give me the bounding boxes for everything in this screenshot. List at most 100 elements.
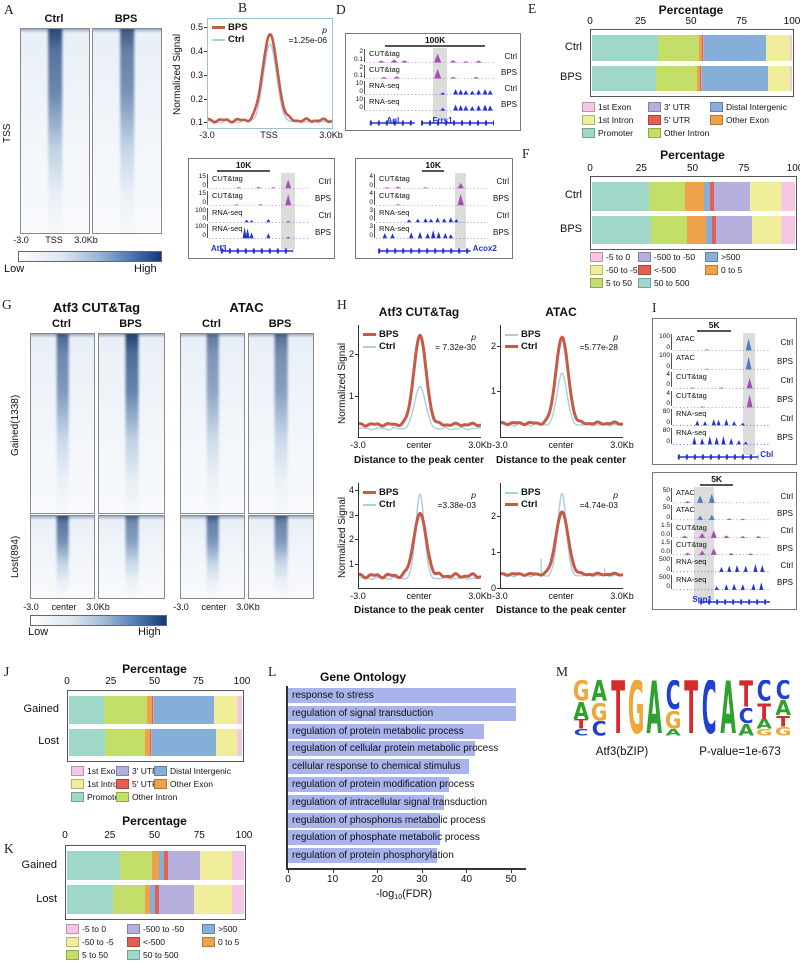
track-axis-min: 0 <box>369 181 373 189</box>
legend-label: BPS <box>379 487 399 498</box>
motif-letter-T: T <box>737 680 755 708</box>
motif-column: G <box>627 678 645 736</box>
legend-label: -5 to 0 <box>606 252 631 262</box>
colorbar-low-label: Low <box>28 626 49 638</box>
motif-p-value: P-value=1e-673 <box>699 746 781 758</box>
axis-tick: 25 <box>634 16 647 27</box>
colorbar-high-label: High <box>134 263 157 275</box>
motif-letter-A: A <box>774 700 792 716</box>
legend-item: 5' UTR <box>648 115 690 125</box>
track-axis-min: 0 <box>666 381 670 389</box>
bar-segment <box>780 215 795 244</box>
legend-line-swatch <box>505 345 518 348</box>
y-tick-mark <box>355 563 358 565</box>
legend-line-swatch <box>505 333 518 336</box>
legend-item: BPS <box>363 329 399 340</box>
gene-name: Atf3 <box>210 244 227 253</box>
scale-label: 100K <box>424 35 446 45</box>
subplot: 2 1 -3.0 center 3.0Kb BPS Ctrl p = 7.32e-30 <box>335 298 627 458</box>
track-axis-max: 4 <box>666 389 670 397</box>
go-term-label: regulation of signal transduction <box>292 707 434 719</box>
track-name: CUT&tag <box>212 174 243 183</box>
go-bar: regulation of signal transduction <box>288 705 516 721</box>
bar-segment <box>236 728 242 756</box>
y-tick-mark <box>497 588 500 589</box>
svg-text:G: G <box>756 729 773 736</box>
panel-letter-a: A <box>4 2 14 17</box>
p-text: =3.38e-03 <box>437 500 476 510</box>
x-tick: 3.0Kb <box>610 591 634 601</box>
svg-text:C: C <box>757 680 772 702</box>
x-tick: center <box>548 440 574 450</box>
track-axis-max: 4 <box>369 189 373 197</box>
track-axis-min: 0 <box>666 362 670 370</box>
stacked-bar <box>69 696 242 724</box>
legend-label: >500 <box>721 252 741 262</box>
go-term-label: regulation of protein phosphorylation <box>292 850 454 862</box>
motif-letter-C: C <box>700 680 718 736</box>
legend-label: 50 to 500 <box>143 950 179 960</box>
track-axis-min: 0 <box>202 181 206 189</box>
panel-letter-f: F <box>522 146 530 161</box>
heatmap-bps <box>92 28 162 234</box>
legend-label: Ctrl <box>521 499 538 510</box>
gene-model <box>369 120 494 126</box>
heatmap-topband <box>93 29 161 33</box>
row-label-lost: Lost(894) <box>10 535 21 579</box>
x-tick: TSS <box>45 235 63 245</box>
track-name: CUT&tag <box>212 190 243 200</box>
bar-segment <box>703 182 710 211</box>
bar-segment <box>150 885 156 914</box>
axis-tick: 100 <box>235 830 253 841</box>
genome-tracks-atf3: 10K 15 0 CUT&tag Ctrl 15 0 CUT&tag BPS 100 0 RNA-se… <box>188 158 335 259</box>
plot-area <box>500 325 623 438</box>
genome-tracks-cbl: 5K 100 0 ATAC Ctrl 100 0 ATAC BPS 4 0 CUT&tag Ctrl 4 0… <box>652 318 797 465</box>
x-tick: 50 <box>505 874 517 885</box>
legend-label: 1st Intron <box>598 115 634 125</box>
legend-item: -500 to -50 <box>638 252 695 262</box>
x-tick: center <box>406 591 432 601</box>
motif-letter-T: T <box>774 716 792 727</box>
legend-item: Other Intron <box>648 128 709 138</box>
track-axis: 15 0 <box>191 190 208 206</box>
motif-letter-A: A <box>755 719 774 729</box>
svg-text:T: T <box>739 680 753 708</box>
legend-item: Promoter <box>582 128 633 138</box>
bar-segment <box>790 65 792 91</box>
bar-segment <box>153 696 215 724</box>
legend-swatch <box>638 265 651 275</box>
go-bar: regulation of phosphate metabolic proces… <box>288 830 480 846</box>
legend-item: -5 to 0 <box>590 252 630 262</box>
legend-label: 5' UTR <box>132 779 159 789</box>
heatmap-gained <box>30 333 95 514</box>
track-name: CUT&tag <box>676 371 707 381</box>
motif-letter-T: T <box>682 680 700 736</box>
signal-curves <box>208 33 332 124</box>
axis-tick: 0 <box>62 830 68 841</box>
go-bar: regulation of intracellular signal trans… <box>288 794 487 810</box>
track-signal <box>673 582 770 590</box>
plot-area <box>207 18 333 129</box>
x-tick-mark <box>332 869 334 873</box>
genome-tracks-spp1: 5K 50 0 ATAC Ctrl 50 0 ATAC BPS 1.5 0.0 CUT&tag Ctrl… <box>652 472 797 610</box>
track-signal <box>673 356 770 370</box>
track-signal <box>673 419 770 426</box>
track-axis-min: 0 <box>359 104 363 111</box>
group-title-cuttag: Atf3 CUT&Tag <box>52 300 141 315</box>
legend-swatch <box>648 128 661 138</box>
track-axis-max: 3 <box>369 223 373 231</box>
legend-line-swatch <box>363 345 376 348</box>
legend-line-swatch <box>363 333 376 336</box>
motif-letter-C: C <box>737 708 755 724</box>
legend-label: Ctrl <box>379 341 396 352</box>
legend-label: 5 to 50 <box>82 950 108 960</box>
signal-curves <box>501 492 623 578</box>
bar-segment <box>159 851 165 880</box>
track-axis-min: 0 <box>666 565 670 573</box>
motif-letter-G: G <box>627 680 645 736</box>
legend-label: 3' UTR <box>664 102 691 112</box>
track-name: CUT&tag <box>379 174 410 183</box>
